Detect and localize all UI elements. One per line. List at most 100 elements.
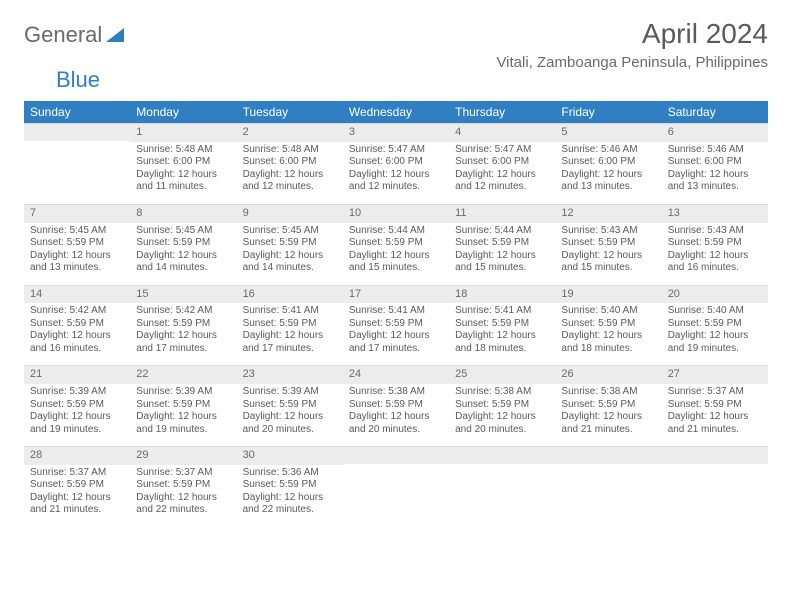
calendar-cell: 16Sunrise: 5:41 AMSunset: 5:59 PMDayligh…: [237, 285, 343, 366]
calendar-cell: 20Sunrise: 5:40 AMSunset: 5:59 PMDayligh…: [662, 285, 768, 366]
sunrise-text: Sunrise: 5:46 AM: [668, 144, 762, 157]
logo-triangle-icon: [106, 28, 124, 42]
sunset-text: Sunset: 5:59 PM: [668, 237, 762, 250]
sunset-text: Sunset: 5:59 PM: [561, 237, 655, 250]
day-details: Sunrise: 5:41 AMSunset: 5:59 PMDaylight:…: [237, 303, 343, 365]
day-number: 9: [237, 204, 343, 223]
daylight-text: Daylight: 12 hours and 15 minutes.: [349, 250, 443, 275]
daylight-text: Daylight: 12 hours and 12 minutes.: [455, 169, 549, 194]
sunrise-text: Sunrise: 5:36 AM: [243, 467, 337, 480]
calendar-row: 7Sunrise: 5:45 AMSunset: 5:59 PMDaylight…: [24, 204, 768, 285]
sunrise-text: Sunrise: 5:48 AM: [243, 144, 337, 157]
sunrise-text: Sunrise: 5:39 AM: [243, 386, 337, 399]
sunset-text: Sunset: 5:59 PM: [349, 399, 443, 412]
day-header: Thursday: [449, 101, 555, 123]
day-number: 13: [662, 204, 768, 223]
day-number: 22: [130, 365, 236, 384]
calendar-cell: 10Sunrise: 5:44 AMSunset: 5:59 PMDayligh…: [343, 204, 449, 285]
day-details: Sunrise: 5:40 AMSunset: 5:59 PMDaylight:…: [662, 303, 768, 365]
day-number: 8: [130, 204, 236, 223]
day-details: Sunrise: 5:45 AMSunset: 5:59 PMDaylight:…: [237, 223, 343, 285]
day-details: [343, 464, 449, 526]
calendar-cell: 23Sunrise: 5:39 AMSunset: 5:59 PMDayligh…: [237, 365, 343, 446]
day-details: Sunrise: 5:41 AMSunset: 5:59 PMDaylight:…: [343, 303, 449, 365]
day-number: 25: [449, 365, 555, 384]
calendar-cell: 18Sunrise: 5:41 AMSunset: 5:59 PMDayligh…: [449, 285, 555, 366]
calendar-cell: [449, 446, 555, 527]
sunset-text: Sunset: 5:59 PM: [349, 318, 443, 331]
day-header: Sunday: [24, 101, 130, 123]
daylight-text: Daylight: 12 hours and 14 minutes.: [136, 250, 230, 275]
daylight-text: Daylight: 12 hours and 18 minutes.: [455, 330, 549, 355]
day-details: Sunrise: 5:38 AMSunset: 5:59 PMDaylight:…: [449, 384, 555, 446]
sunrise-text: Sunrise: 5:42 AM: [30, 305, 124, 318]
sunset-text: Sunset: 5:59 PM: [349, 237, 443, 250]
daylight-text: Daylight: 12 hours and 16 minutes.: [668, 250, 762, 275]
daylight-text: Daylight: 12 hours and 12 minutes.: [243, 169, 337, 194]
daylight-text: Daylight: 12 hours and 14 minutes.: [243, 250, 337, 275]
sunset-text: Sunset: 6:00 PM: [668, 156, 762, 169]
day-details: Sunrise: 5:46 AMSunset: 6:00 PMDaylight:…: [662, 142, 768, 204]
sunrise-text: Sunrise: 5:40 AM: [668, 305, 762, 318]
sunrise-text: Sunrise: 5:41 AM: [455, 305, 549, 318]
day-number: 10: [343, 204, 449, 223]
daylight-text: Daylight: 12 hours and 17 minutes.: [243, 330, 337, 355]
sunset-text: Sunset: 5:59 PM: [30, 318, 124, 331]
day-details: Sunrise: 5:47 AMSunset: 6:00 PMDaylight:…: [449, 142, 555, 204]
daylight-text: Daylight: 12 hours and 21 minutes.: [668, 411, 762, 436]
sunset-text: Sunset: 5:59 PM: [136, 318, 230, 331]
sunrise-text: Sunrise: 5:45 AM: [243, 225, 337, 238]
calendar-cell: 17Sunrise: 5:41 AMSunset: 5:59 PMDayligh…: [343, 285, 449, 366]
sunrise-text: Sunrise: 5:37 AM: [136, 467, 230, 480]
daylight-text: Daylight: 12 hours and 21 minutes.: [561, 411, 655, 436]
calendar-cell: [555, 446, 661, 527]
logo: General: [24, 18, 126, 46]
day-number: 16: [237, 285, 343, 304]
calendar-cell: 3Sunrise: 5:47 AMSunset: 6:00 PMDaylight…: [343, 123, 449, 204]
header: General April 2024 Vitali, Zamboanga Pen…: [24, 18, 768, 71]
sunset-text: Sunset: 5:59 PM: [30, 479, 124, 492]
daylight-text: Daylight: 12 hours and 17 minutes.: [349, 330, 443, 355]
sunset-text: Sunset: 5:59 PM: [455, 237, 549, 250]
calendar-cell: 13Sunrise: 5:43 AMSunset: 5:59 PMDayligh…: [662, 204, 768, 285]
day-details: Sunrise: 5:40 AMSunset: 5:59 PMDaylight:…: [555, 303, 661, 365]
sunrise-text: Sunrise: 5:41 AM: [349, 305, 443, 318]
day-details: Sunrise: 5:37 AMSunset: 5:59 PMDaylight:…: [24, 465, 130, 527]
calendar-row: 14Sunrise: 5:42 AMSunset: 5:59 PMDayligh…: [24, 285, 768, 366]
calendar-cell: 12Sunrise: 5:43 AMSunset: 5:59 PMDayligh…: [555, 204, 661, 285]
day-number: 11: [449, 204, 555, 223]
sunrise-text: Sunrise: 5:45 AM: [136, 225, 230, 238]
calendar-row: 28Sunrise: 5:37 AMSunset: 5:59 PMDayligh…: [24, 446, 768, 527]
day-details: Sunrise: 5:45 AMSunset: 5:59 PMDaylight:…: [130, 223, 236, 285]
sunrise-text: Sunrise: 5:41 AM: [243, 305, 337, 318]
calendar-cell: 26Sunrise: 5:38 AMSunset: 5:59 PMDayligh…: [555, 365, 661, 446]
sunset-text: Sunset: 5:59 PM: [561, 399, 655, 412]
sunset-text: Sunset: 5:59 PM: [243, 399, 337, 412]
day-details: Sunrise: 5:45 AMSunset: 5:59 PMDaylight:…: [24, 223, 130, 285]
daylight-text: Daylight: 12 hours and 12 minutes.: [349, 169, 443, 194]
day-number: 28: [24, 446, 130, 465]
day-number: 23: [237, 365, 343, 384]
daylight-text: Daylight: 12 hours and 22 minutes.: [136, 492, 230, 517]
calendar-cell: 19Sunrise: 5:40 AMSunset: 5:59 PMDayligh…: [555, 285, 661, 366]
calendar-body: 1Sunrise: 5:48 AMSunset: 6:00 PMDaylight…: [24, 123, 768, 527]
calendar-cell: 24Sunrise: 5:38 AMSunset: 5:59 PMDayligh…: [343, 365, 449, 446]
day-number: 19: [555, 285, 661, 304]
day-details: Sunrise: 5:42 AMSunset: 5:59 PMDaylight:…: [130, 303, 236, 365]
daylight-text: Daylight: 12 hours and 15 minutes.: [455, 250, 549, 275]
sunrise-text: Sunrise: 5:43 AM: [561, 225, 655, 238]
sunset-text: Sunset: 6:00 PM: [136, 156, 230, 169]
daylight-text: Daylight: 12 hours and 17 minutes.: [136, 330, 230, 355]
day-details: Sunrise: 5:37 AMSunset: 5:59 PMDaylight:…: [130, 465, 236, 527]
sunrise-text: Sunrise: 5:37 AM: [30, 467, 124, 480]
logo-text-general: General: [24, 24, 102, 46]
day-details: Sunrise: 5:38 AMSunset: 5:59 PMDaylight:…: [555, 384, 661, 446]
day-number: 2: [237, 123, 343, 142]
day-details: Sunrise: 5:37 AMSunset: 5:59 PMDaylight:…: [662, 384, 768, 446]
location-subtitle: Vitali, Zamboanga Peninsula, Philippines: [496, 54, 768, 71]
calendar-cell: [24, 123, 130, 204]
sunrise-text: Sunrise: 5:37 AM: [668, 386, 762, 399]
sunset-text: Sunset: 6:00 PM: [455, 156, 549, 169]
day-number: 29: [130, 446, 236, 465]
sunset-text: Sunset: 5:59 PM: [243, 479, 337, 492]
